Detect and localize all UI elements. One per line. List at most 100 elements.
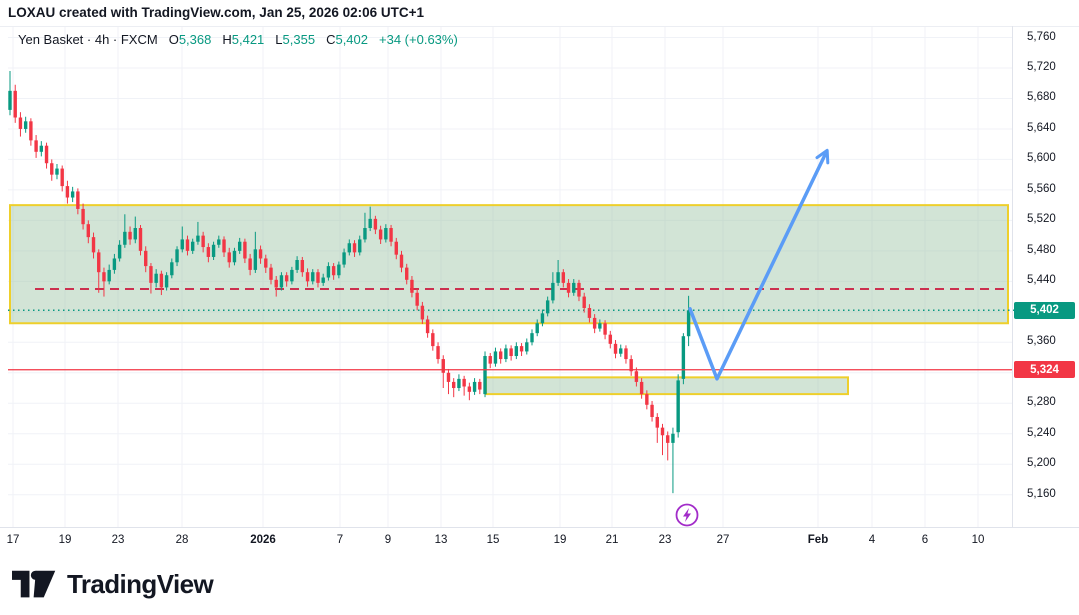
candle-body	[321, 277, 325, 283]
candle-body	[462, 378, 466, 387]
candle-body	[410, 279, 414, 293]
candle-body	[154, 273, 158, 283]
candle-body	[253, 249, 258, 270]
projection-arrow[interactable]	[688, 148, 830, 381]
candle-body	[102, 272, 106, 282]
candle-body	[629, 359, 633, 372]
candle-body	[509, 348, 513, 357]
tradingview-logo[interactable]: TradingView	[12, 569, 214, 600]
candle-body	[295, 260, 299, 270]
candle-body	[279, 275, 284, 288]
candle-body	[65, 186, 70, 198]
ohlc-prefix: O	[168, 32, 179, 47]
candle-body	[133, 228, 137, 240]
ohlc-item: H5,421	[222, 32, 264, 47]
candle-body	[358, 239, 362, 253]
time-tick-label: 7	[336, 534, 344, 546]
candle-body	[217, 239, 221, 245]
candle-body	[50, 163, 54, 175]
grid	[8, 27, 1012, 527]
candle-body	[196, 235, 200, 242]
candle-body	[13, 90, 17, 118]
candle-body	[420, 305, 425, 320]
demand-zone[interactable]	[485, 376, 849, 396]
time-tick-label: 4	[868, 534, 876, 546]
candle-body	[368, 218, 372, 228]
candle-body	[316, 272, 320, 283]
supply-zone[interactable]	[9, 204, 1009, 325]
candle-body	[389, 228, 393, 242]
candle-body	[8, 90, 12, 110]
candle-body	[269, 267, 273, 280]
candle-body	[472, 381, 477, 392]
tradingview-logo-mark	[12, 570, 56, 598]
candle-body	[613, 343, 618, 354]
candle-body	[488, 356, 492, 364]
candle-body	[493, 351, 498, 364]
change-value: +34 (+0.63%)	[379, 32, 458, 47]
candle-body	[337, 264, 341, 276]
time-tick-label: 19	[58, 534, 72, 546]
candle-body	[342, 252, 346, 265]
candle-body	[138, 228, 143, 251]
candle-body	[592, 317, 597, 329]
lightning-icon[interactable]	[675, 503, 699, 527]
ohlc-prefix: C	[326, 32, 336, 47]
current-price-label[interactable]: 5,402	[1014, 301, 1075, 319]
candle-body	[498, 351, 503, 360]
candle-body	[415, 292, 419, 306]
candle-body	[666, 435, 670, 443]
time-tick-label: 13	[434, 534, 448, 546]
candle-body	[535, 323, 539, 334]
candle-body	[311, 272, 315, 282]
time-axis-divider	[0, 527, 1079, 528]
candle-body	[551, 282, 555, 301]
candle-body	[70, 191, 75, 198]
candle-body	[587, 308, 592, 318]
candle-body	[634, 371, 639, 382]
time-tick-label: 21	[605, 534, 619, 546]
ohlc-item: C5,402	[326, 32, 368, 47]
candle-body	[603, 323, 607, 335]
time-tick-label: 10	[971, 534, 985, 546]
candle-body	[525, 342, 529, 352]
time-tick-label: 15	[486, 534, 500, 546]
candle-body	[514, 346, 519, 357]
ohlc-value: 5,368	[178, 32, 212, 47]
time-tick-label: 28	[175, 534, 189, 546]
candle-body	[483, 356, 487, 395]
candle-body	[107, 269, 111, 282]
candle-body	[363, 228, 367, 240]
candle-body	[394, 241, 398, 255]
candle-body	[39, 145, 44, 152]
candle-body	[655, 416, 659, 428]
candle-body	[164, 275, 169, 288]
support-price-label[interactable]: 5,324	[1014, 361, 1075, 379]
candle-body	[639, 381, 644, 395]
symbol-title[interactable]: Yen Basket · 4h · FXCM	[18, 32, 158, 47]
time-tick-label: 19	[553, 534, 567, 546]
candle-body	[425, 319, 430, 334]
candle-body	[608, 334, 612, 344]
price-axis-divider	[1012, 26, 1013, 528]
candle-body	[180, 239, 184, 250]
candle-body	[676, 380, 680, 433]
candle-body	[29, 121, 33, 141]
header-divider	[0, 26, 1079, 27]
candle-body	[185, 239, 190, 251]
candle-body	[446, 372, 451, 382]
time-axis[interactable]: 17 19 23 28 2026 7 9 13 15 19 21 23 27 Feb 4 6 10	[0, 527, 1012, 561]
candle-body	[149, 266, 153, 283]
candle-body	[540, 313, 545, 324]
candle-body	[431, 333, 435, 347]
candle-body	[582, 296, 586, 309]
candle-body	[159, 273, 164, 288]
candle-body	[572, 282, 576, 293]
candle-body	[81, 208, 85, 225]
candle-body	[76, 191, 80, 209]
candle-body	[44, 145, 49, 164]
candle-body	[530, 333, 534, 343]
candle-body	[191, 241, 195, 251]
ohlc-prefix: L	[275, 32, 283, 47]
